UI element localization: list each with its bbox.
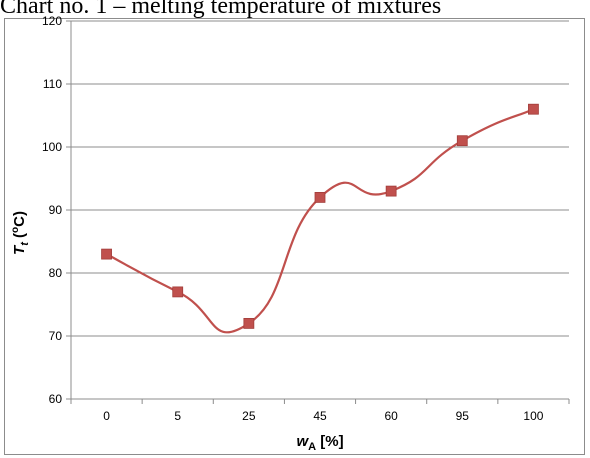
data-point: [172, 286, 184, 298]
data-point: [528, 103, 539, 115]
y-tick-label: 80: [49, 266, 63, 280]
series-line: [106, 108, 534, 334]
chart-title: Chart no. 1 – melting temperature of mix…: [0, 0, 442, 19]
y-tick-label: 70: [49, 329, 63, 343]
data-point: [456, 135, 468, 147]
y-tick-label: 90: [49, 203, 63, 217]
x-tick-label: 25: [242, 409, 256, 423]
x-tick-label: 60: [384, 409, 398, 423]
axes: [66, 20, 570, 404]
x-axis-label: wA [%]: [296, 433, 343, 453]
chart-frame: [4, 18, 585, 455]
x-tick-label: 45: [313, 409, 327, 423]
y-tick-label: 100: [42, 140, 62, 154]
data-point: [385, 185, 397, 197]
data-point: [314, 191, 326, 203]
x-tick-label: 0: [103, 409, 110, 423]
y-tick-label: 60: [49, 392, 63, 406]
y-tick-label: 120: [42, 14, 62, 28]
y-axis-label: Tt (oC): [10, 211, 31, 255]
grid-lines: [71, 20, 569, 337]
x-tick-label: 95: [456, 409, 470, 423]
data-point: [243, 317, 255, 329]
y-tick-label: 110: [43, 77, 62, 91]
x-tick-label: 100: [523, 409, 543, 423]
series-group: [101, 103, 539, 334]
data-point: [101, 248, 112, 260]
y-tick-labels: 60 70 80 90 100 110 120: [42, 14, 62, 406]
x-tick-labels: 0 5 25 45 60 95 100: [103, 409, 544, 423]
x-tick-label: 5: [174, 409, 181, 423]
